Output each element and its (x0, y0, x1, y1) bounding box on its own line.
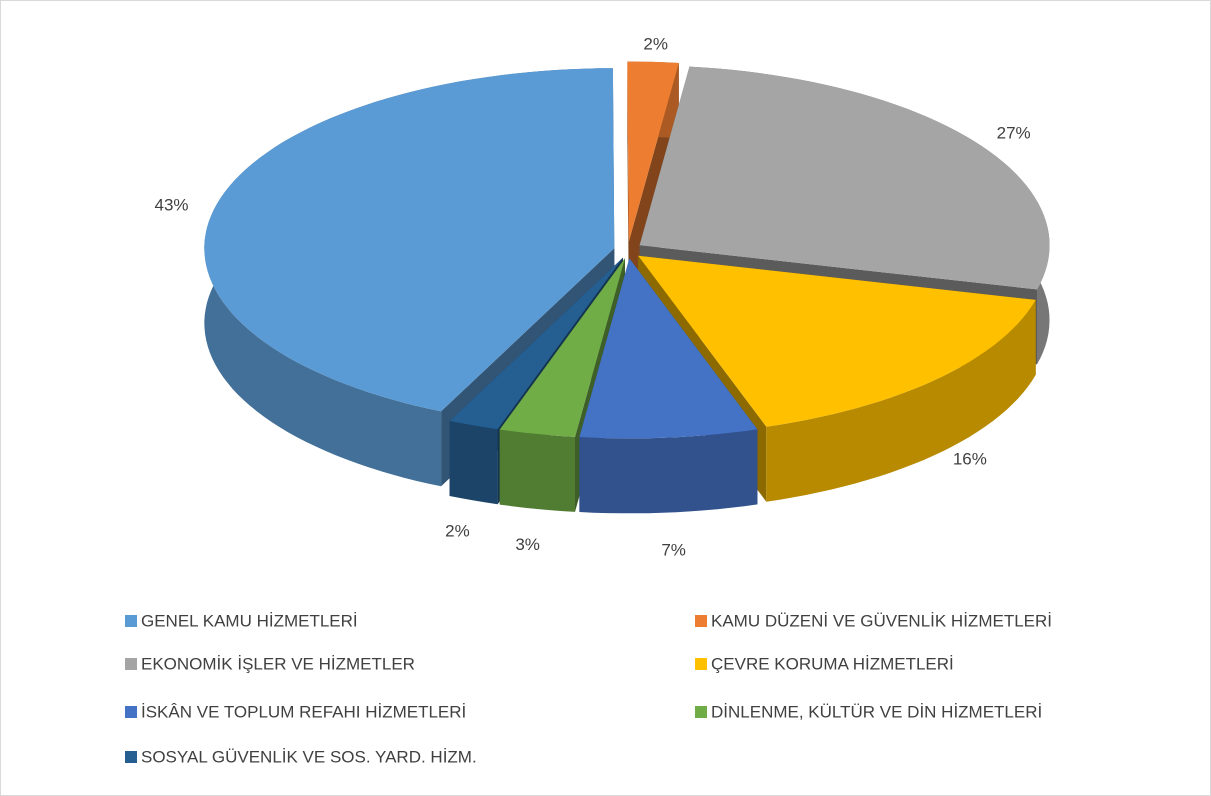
slice-wall (579, 429, 758, 514)
slice (204, 68, 615, 412)
legend-label: EKONOMİK İŞLER VE HİZMETLER (141, 654, 415, 673)
legend: GENEL KAMU HİZMETLERİ KAMU DÜZENİ VE GÜVE… (125, 611, 1052, 766)
legend-label: DİNLENME, KÜLTÜR VE DİN HİZMETLERİ (711, 702, 1042, 721)
data-label: 2% (445, 522, 470, 541)
data-label: 3% (515, 535, 540, 554)
pie-tops (204, 61, 1050, 439)
data-label: 2% (643, 35, 668, 54)
data-labels: 43% 2% 27% 16% 7% 3% 2% (154, 35, 1030, 560)
legend-label: SOSYAL GÜVENLİK VE SOS. YARD. HİZM. (141, 747, 477, 766)
slice (579, 258, 758, 439)
legend-swatch (125, 751, 137, 763)
slice-wall (766, 299, 1036, 502)
data-label: 43% (154, 195, 188, 214)
data-label: 27% (997, 124, 1031, 143)
legend-swatch (125, 658, 137, 670)
legend-label: KAMU DÜZENİ VE GÜVENLİK HİZMETLERİ (711, 611, 1052, 630)
slice (627, 61, 679, 242)
slice (449, 257, 623, 430)
legend-swatch (695, 706, 707, 718)
data-label: 16% (953, 449, 987, 468)
slice-wall (499, 429, 575, 512)
slice (638, 255, 1036, 427)
legend-label: ÇEVRE KORUMA HİZMETLERİ (711, 654, 954, 673)
data-label: 7% (661, 540, 686, 559)
slice (499, 258, 625, 437)
legend-swatch (695, 658, 707, 670)
slice-wall (449, 421, 498, 505)
legend-label: GENEL KAMU HİZMETLERİ (141, 611, 358, 630)
slice (639, 66, 1050, 290)
legend-swatch (125, 706, 137, 718)
legend-label: İSKÂN VE TOPLUM REFAHI HİZMETLERİ (141, 702, 466, 721)
legend-swatch (695, 615, 707, 627)
legend-swatch (125, 615, 137, 627)
